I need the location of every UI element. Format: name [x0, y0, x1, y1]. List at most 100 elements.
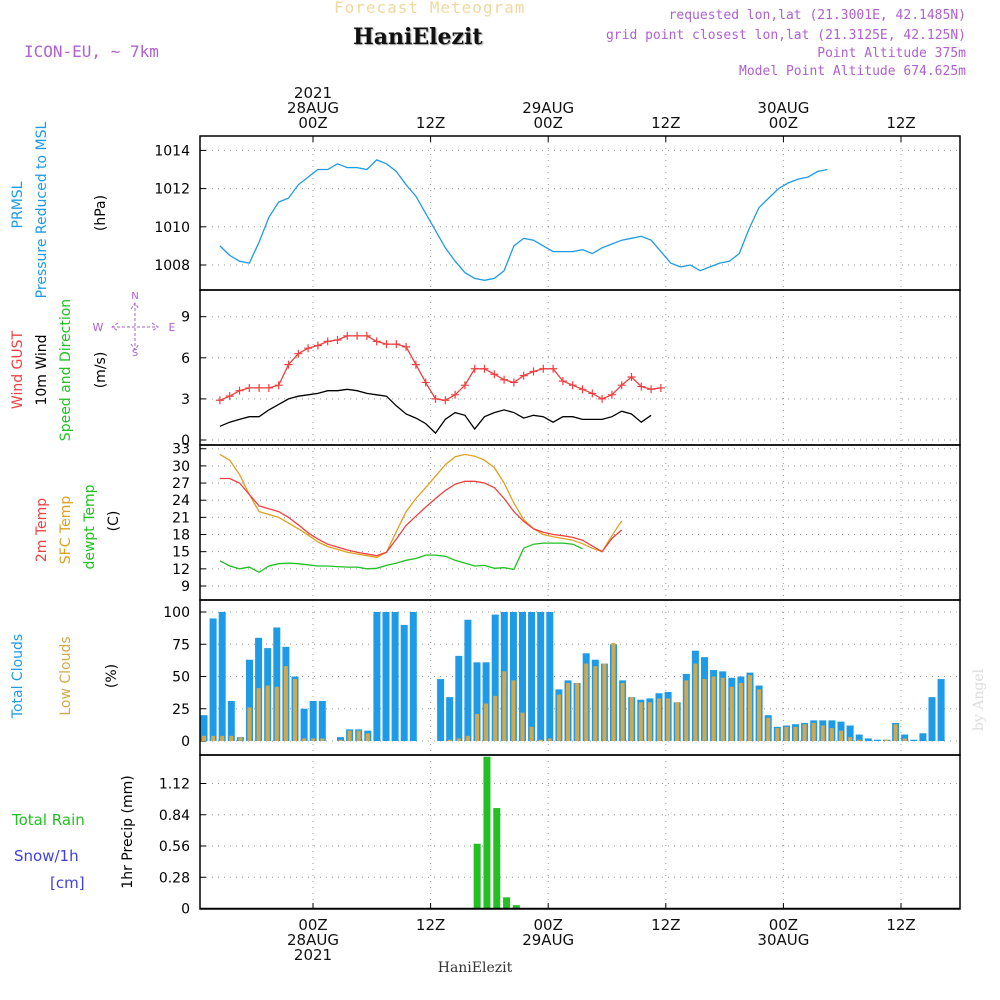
low-clouds-label: Low Clouds [58, 636, 74, 715]
wind-gust-label: Wind GUST [10, 330, 26, 409]
low-cloud-bar [620, 682, 625, 741]
low-cloud-bar [365, 733, 370, 741]
low-cloud-bar [311, 738, 316, 741]
low-cloud-bar [666, 698, 671, 741]
gust-marker [304, 344, 313, 353]
total-cloud-bar [218, 612, 226, 741]
total-cloud-bar [509, 612, 517, 741]
low-cloud-bar [302, 738, 307, 741]
rain-bar [483, 756, 491, 909]
low-cloud-bar [538, 739, 543, 741]
wind-label: 10m Wind [34, 334, 50, 405]
y-tick-label: 30 [172, 459, 190, 475]
compass-east: E [169, 321, 176, 334]
precip-frame [199, 754, 961, 910]
low-cloud-bar [566, 682, 570, 741]
low-cloud-bar [283, 666, 288, 741]
total-cloud-bar [373, 612, 381, 741]
compass-west: W [93, 321, 104, 334]
gust-marker [451, 390, 460, 399]
total-cloud-bar [464, 619, 472, 741]
wind-line [219, 388, 652, 435]
y-tick-label: 3 [181, 392, 190, 408]
low-cloud-bar [748, 675, 752, 741]
total-cloud-bar [910, 739, 918, 741]
y-tick-label: 0.56 [159, 839, 190, 855]
gust-marker [441, 396, 450, 405]
gust-marker [245, 383, 254, 392]
total-cloud-bar [855, 734, 863, 741]
station-name: HaniElezit [353, 24, 483, 50]
gust-marker [558, 377, 567, 386]
low-cloud-bar [839, 730, 843, 741]
gust-marker [470, 364, 479, 373]
low-cloud-bar [893, 724, 898, 741]
low-cloud-bar [757, 689, 762, 741]
low-cloud-bar [547, 738, 552, 741]
low-cloud-bar [211, 735, 216, 741]
wind-frame [199, 289, 961, 446]
low-cloud-bar [793, 726, 798, 741]
total-cloud-bar [382, 612, 390, 741]
total-cloud-bar [455, 655, 463, 741]
total-cloud-bar [391, 612, 399, 741]
wind-unit-label: (m/s) [93, 352, 109, 389]
y-tick-label: 1008 [154, 258, 190, 274]
pressure-panel: 1008 1010 1012 1014 [154, 136, 960, 290]
total-cloud-bar [873, 739, 881, 741]
total-cloud-bar [937, 679, 945, 741]
y-tick-label: 0 [181, 902, 190, 918]
low-cloud-bar [802, 724, 807, 741]
y-tick-label: 0.28 [159, 870, 190, 886]
total-cloud-bar [400, 624, 408, 741]
low-cloud-bar [493, 695, 498, 741]
low-cloud-bar [711, 676, 716, 741]
low-cloud-bar [684, 680, 689, 741]
y-tick-label: 6 [181, 351, 190, 367]
y-tick-label: 75 [172, 637, 190, 653]
sfc-temp-line [219, 453, 623, 559]
gust-marker [323, 337, 332, 346]
time-label-top: 00Z [769, 114, 798, 132]
gust-marker [490, 370, 499, 379]
y-tick-label: 12 [172, 562, 190, 578]
total-cloud-bar [409, 612, 417, 741]
y-tick-label: 1012 [154, 182, 190, 198]
y-tick-label: 0 [181, 734, 190, 750]
time-label-top: 12Z [651, 114, 680, 132]
low-cloud-bar [356, 730, 361, 741]
y-tick-label: 100 [163, 605, 190, 621]
low-cloud-bar [820, 725, 825, 741]
gust-marker [382, 340, 391, 349]
snow-label: Snow/1h [14, 847, 79, 865]
rain-bar [512, 905, 520, 909]
gust-marker [255, 383, 264, 392]
dewpt-label: dewpt Temp [82, 484, 98, 569]
y-tick-label: 0.84 [159, 808, 190, 824]
time-label-bottom: 2021 [294, 946, 332, 964]
2m-temp-line [219, 477, 623, 557]
time-label-top: 12Z [886, 114, 915, 132]
total-cloud-bar [537, 612, 545, 741]
y-tick-label: 21 [172, 510, 190, 526]
point-altitude: Point Altitude 375m [817, 46, 966, 61]
low-cloud-bar [784, 726, 789, 741]
low-cloud-bar [811, 722, 816, 741]
time-label-top: 28AUG [287, 99, 339, 117]
total-cloud-bar [209, 618, 217, 741]
gust-marker [539, 364, 548, 373]
pressure-label: Pressure Reduced to MSL [34, 121, 50, 298]
gust-marker [637, 382, 646, 391]
sfc-temp-label: SFC Temp [58, 496, 74, 565]
total-cloud-bar [300, 708, 308, 741]
total-cloud-bar [273, 627, 281, 741]
requested-coords: requested lon,lat (21.3001E, 42.1485N) [668, 8, 966, 23]
low-cloud-bar [520, 712, 525, 741]
gust-marker [647, 385, 656, 394]
pressure-label: PRMSL [10, 181, 26, 228]
gust-marker [578, 385, 587, 394]
total-cloud-bar [318, 701, 326, 741]
low-cloud-bar [347, 730, 352, 741]
low-cloud-bar [238, 737, 243, 741]
total-cloud-bar [864, 738, 872, 741]
